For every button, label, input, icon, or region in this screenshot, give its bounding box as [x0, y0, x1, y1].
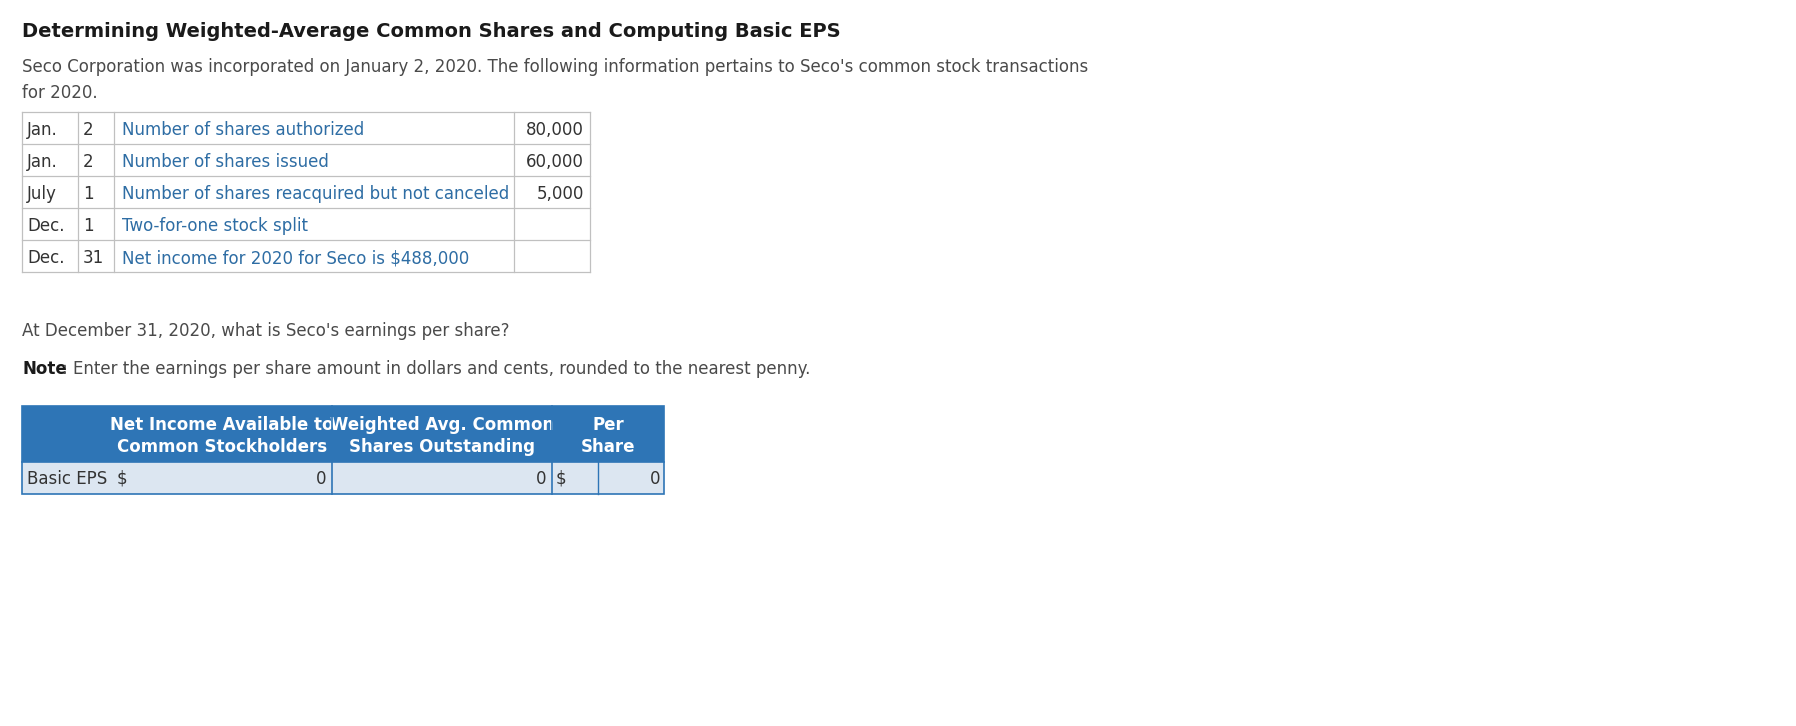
Text: Two-for-one stock split: Two-for-one stock split [122, 217, 307, 235]
Text: for 2020.: for 2020. [22, 84, 97, 102]
Text: Determining Weighted-Average Common Shares and Computing Basic EPS: Determining Weighted-Average Common Shar… [22, 22, 841, 41]
Bar [22, 462, 665, 494]
Text: Net income for 2020 for Seco is $488,000: Net income for 2020 for Seco is $488,000 [122, 249, 469, 267]
Text: Net Income Available to: Net Income Available to [110, 416, 334, 434]
Bar [22, 406, 665, 462]
Text: Per: Per [593, 416, 623, 434]
Text: Number of shares reacquired but not canceled: Number of shares reacquired but not canc… [122, 185, 510, 203]
Text: Basic EPS: Basic EPS [27, 470, 108, 488]
Text: Weighted Avg. Common: Weighted Avg. Common [330, 416, 555, 434]
Text: Jan.: Jan. [27, 121, 57, 139]
Text: Number of shares authorized: Number of shares authorized [122, 121, 365, 139]
Text: 2: 2 [83, 153, 93, 171]
Text: 2: 2 [83, 121, 93, 139]
Text: 5,000: 5,000 [537, 185, 584, 203]
Text: Note: Note [22, 360, 66, 378]
Text: 0: 0 [316, 470, 327, 488]
Bar [22, 406, 665, 494]
Text: Shares Outstanding: Shares Outstanding [348, 438, 535, 456]
Text: 1: 1 [83, 217, 93, 235]
Text: $: $ [557, 470, 566, 488]
Text: Dec.: Dec. [27, 249, 65, 267]
Text: 0: 0 [535, 470, 546, 488]
Text: 31: 31 [83, 249, 104, 267]
Text: 0: 0 [650, 470, 659, 488]
Text: July: July [27, 185, 57, 203]
Bar [22, 112, 591, 272]
Text: Common Stockholders: Common Stockholders [117, 438, 327, 456]
Text: Number of shares issued: Number of shares issued [122, 153, 329, 171]
Text: 60,000: 60,000 [526, 153, 584, 171]
Text: Seco Corporation was incorporated on January 2, 2020. The following information : Seco Corporation was incorporated on Jan… [22, 58, 1088, 76]
Text: : Enter the earnings per share amount in dollars and cents, rounded to the neare: : Enter the earnings per share amount in… [63, 360, 810, 378]
Text: Jan.: Jan. [27, 153, 57, 171]
Text: 80,000: 80,000 [526, 121, 584, 139]
Text: 1: 1 [83, 185, 93, 203]
Text: $: $ [117, 470, 128, 488]
Text: Dec.: Dec. [27, 217, 65, 235]
Text: Share: Share [580, 438, 636, 456]
Text: At December 31, 2020, what is Seco's earnings per share?: At December 31, 2020, what is Seco's ear… [22, 322, 510, 340]
